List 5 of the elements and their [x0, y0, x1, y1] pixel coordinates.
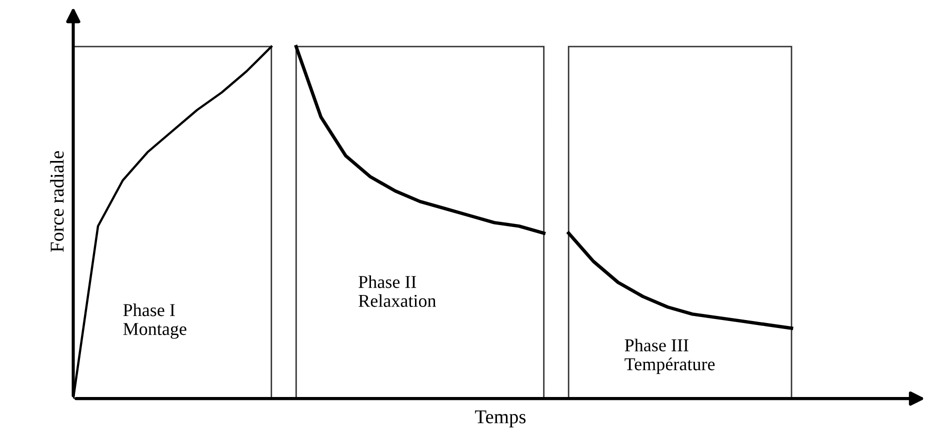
annotation: Phase II Relaxation — [358, 275, 436, 307]
annotation: Phase III Température — [624, 338, 715, 374]
x-axis-title: Temps — [475, 410, 526, 428]
annotation: Phase I Montage — [123, 303, 186, 339]
y-axis-title: Force radiale — [50, 151, 64, 252]
